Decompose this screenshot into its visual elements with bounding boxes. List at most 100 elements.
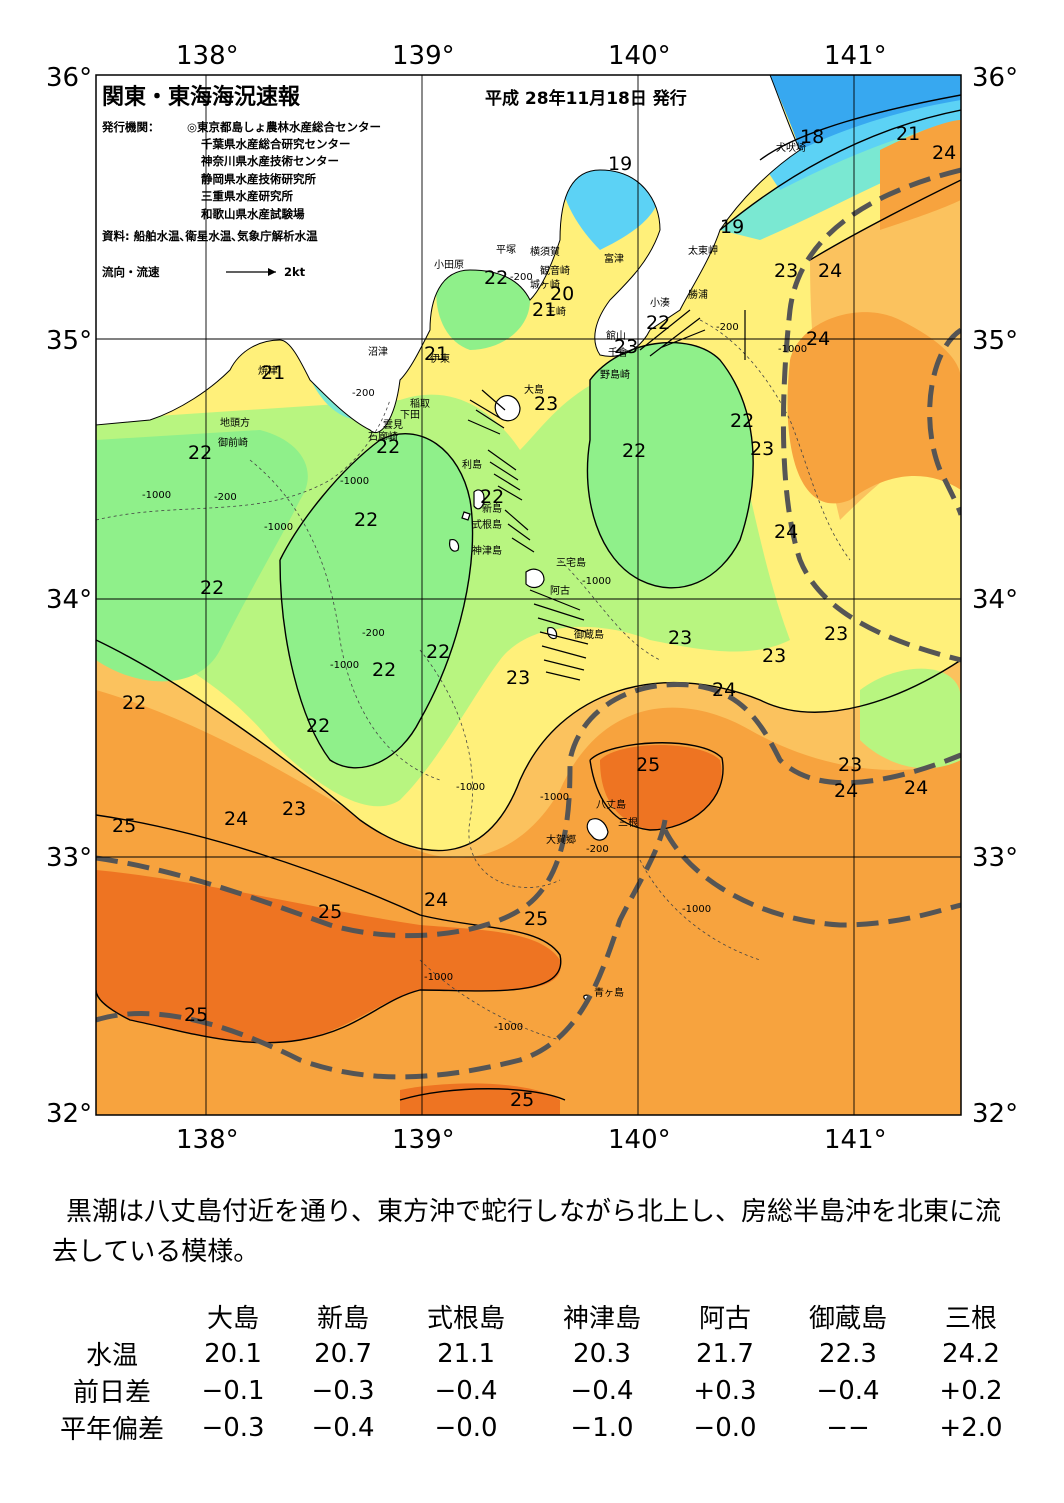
place-kominato: 小湊 xyxy=(650,296,670,309)
depth-label: -1000 xyxy=(494,1022,523,1033)
isotherm-label: 21 xyxy=(896,123,920,145)
isotherm-label: 22 xyxy=(484,267,508,289)
place-kozushima: 神津島 xyxy=(472,544,502,557)
table-cell: −0.4 xyxy=(570,1375,634,1406)
depth-label: -1000 xyxy=(424,972,453,983)
isotherm-label: 20 xyxy=(550,283,574,305)
place-futtsu: 富津 xyxy=(604,252,624,265)
depth-label: -200 xyxy=(362,628,385,639)
place-shikinejima: 式根島 xyxy=(472,518,502,531)
issue-date: 平成 28年11月18日 発行 xyxy=(485,88,687,109)
table-cell: −− xyxy=(826,1412,870,1443)
lon-label-141-bottom: 141° xyxy=(824,1125,887,1155)
station-name: 三根 xyxy=(944,1304,997,1334)
place-miyakejima: 三宅島 xyxy=(556,556,586,569)
isotherm-label: 24 xyxy=(424,889,448,911)
island-shikinejima xyxy=(461,511,471,521)
place-jitokata: 地頭方 xyxy=(220,416,250,429)
place-chikura: 千倉 xyxy=(608,346,628,359)
isotherm-label: 22 xyxy=(372,659,396,681)
depth-label: -1000 xyxy=(340,476,369,487)
legend-scale: 2kt xyxy=(284,265,306,279)
isotherm-label: 24 xyxy=(712,679,736,701)
place-hachijojima: 八丈島 xyxy=(596,798,626,811)
row-label: 水温 xyxy=(85,1341,138,1371)
table-cell: +0.2 xyxy=(939,1375,1003,1406)
place-nojimazaki: 野島崎 xyxy=(600,368,630,381)
isotherm-label: 23 xyxy=(282,798,306,820)
table-header-row: 大島 新島 式根島 神津島 阿古 御蔵島 三根 xyxy=(46,1298,1026,1335)
isotherm-label: 22 xyxy=(122,692,146,714)
place-tateyama: 館山 xyxy=(606,329,626,342)
place-niijima: 新島 xyxy=(482,502,502,515)
station-name: 阿古 xyxy=(698,1304,751,1334)
table-cell: −0.0 xyxy=(693,1412,757,1443)
island-miyakejima xyxy=(525,568,545,589)
place-inubosaki: 犬吠埼 xyxy=(776,141,806,154)
isotherm-label: 18 xyxy=(800,126,824,148)
isotherm-label: 19 xyxy=(608,153,632,175)
station-name: 式根島 xyxy=(427,1304,506,1334)
table-cell: −0.4 xyxy=(434,1375,498,1406)
depth-label: -1000 xyxy=(582,576,611,587)
lat-label-36-left: 36° xyxy=(46,63,92,93)
island-niijima xyxy=(473,489,485,510)
isotherm-label: 22 xyxy=(730,410,754,432)
isotherm-label: 25 xyxy=(112,815,136,837)
isotherm-label: 24 xyxy=(774,521,798,543)
graticule xyxy=(95,74,962,1116)
place-oshima: 大島 xyxy=(524,383,544,396)
lon-label-138-bottom: 138° xyxy=(176,1125,239,1155)
summary-text: 黒潮は八丈島付近を通り、東方沖で蛇行しながら北上し、房総半島沖を北東に流去してい… xyxy=(52,1197,1001,1267)
island-oshima xyxy=(494,394,521,422)
place-mikumo: 雲見 xyxy=(383,419,403,431)
table-cell: −0.3 xyxy=(201,1412,265,1443)
place-mikurajima: 御蔵島 xyxy=(574,628,604,641)
lat-label-32-right: 32° xyxy=(972,1099,1018,1129)
isotherm-label: 19 xyxy=(720,216,744,238)
isotherm-label: 24 xyxy=(932,142,956,164)
isotherm-label: 22 xyxy=(376,436,400,458)
isotherm-lines xyxy=(96,94,961,1101)
isotherm-label: 22 xyxy=(646,312,670,334)
lon-label-141-top: 141° xyxy=(824,41,887,71)
table-cell: −0.0 xyxy=(434,1412,498,1443)
isotherm-label: 24 xyxy=(834,780,858,802)
place-mine: 三根 xyxy=(618,816,638,829)
table-corner xyxy=(46,1298,178,1335)
land xyxy=(95,74,801,433)
lon-label-138-top: 138° xyxy=(176,41,239,71)
depth-label: -200 xyxy=(214,492,237,503)
table-cell: 20.7 xyxy=(314,1338,372,1369)
isotherm-label: 22 xyxy=(622,440,646,462)
lon-label-140-top: 140° xyxy=(608,41,671,71)
kuroshio-axis xyxy=(96,167,961,1080)
publisher-2: 千葉県水産総合研究センター xyxy=(201,137,351,151)
isotherm-label: 25 xyxy=(524,908,548,930)
isotherm-label: 24 xyxy=(904,777,928,799)
table-cell: −0.1 xyxy=(201,1375,265,1406)
isotherm-label: 22 xyxy=(426,641,450,663)
place-odawara: 小田原 xyxy=(434,259,464,271)
isotherm-label: 25 xyxy=(184,1004,208,1026)
axis-labels: 36° 35° 34° 33° 32° 36° 35° 34° 33° 32° … xyxy=(46,41,1018,1155)
depth-label: -1000 xyxy=(142,490,171,501)
table-cell: 21.7 xyxy=(696,1338,754,1369)
depth-label: -1000 xyxy=(456,782,485,793)
table-cell: +2.0 xyxy=(939,1412,1003,1443)
place-ito: 伊東 xyxy=(430,352,450,365)
station-name: 新島 xyxy=(317,1304,370,1334)
legend-arrow-head xyxy=(268,268,276,276)
depth-labels: -1000 -200 -1000 -1000 -200 -200 -1000 -… xyxy=(142,272,807,1033)
isotherm-label: 24 xyxy=(224,808,248,830)
place-taitomisaki: 太東岬 xyxy=(688,244,718,257)
place-yokosuka: 横須賀 xyxy=(530,245,560,258)
table-cell: −0.4 xyxy=(816,1375,880,1406)
lat-label-34-left: 34° xyxy=(46,585,92,615)
place-omaezaki: 御前崎 xyxy=(218,436,248,449)
station-temperature-table: 大島 新島 式根島 神津島 阿古 御蔵島 三根 水温 20.1 20.7 21.… xyxy=(46,1298,1026,1446)
isotherm-label: 23 xyxy=(762,645,786,667)
publishers-label: 発行機関： xyxy=(101,120,160,134)
place-katsuura: 勝浦 xyxy=(688,288,708,301)
depth-label: -200 xyxy=(716,322,739,333)
